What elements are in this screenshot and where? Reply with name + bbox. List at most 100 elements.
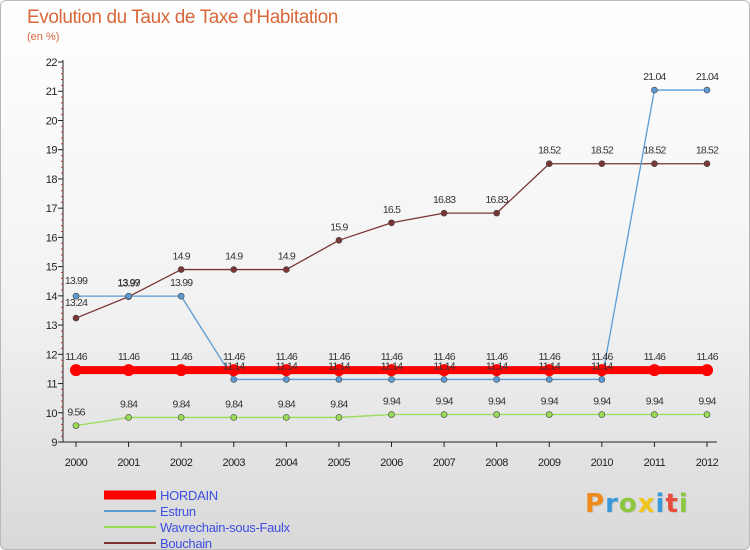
legend-item-wavrechain: Wavrechain-sous-Faulx <box>104 519 290 535</box>
data-point <box>230 266 238 273</box>
data-label: 13.99 <box>65 275 88 287</box>
y-tick-label: 9 <box>51 437 57 449</box>
logo-letter: P <box>585 489 606 519</box>
x-tick-label: 2010 <box>591 457 614 469</box>
y-tick-label: 16 <box>46 232 58 244</box>
data-point <box>72 422 80 429</box>
y-tick-label: 15 <box>46 262 58 274</box>
data-label: 13.99 <box>170 277 193 289</box>
data-label: 18.52 <box>538 145 561 157</box>
data-point <box>703 411 711 418</box>
y-tick-label: 21 <box>46 86 58 98</box>
data-label: 11.46 <box>170 351 192 363</box>
data-label: 9.84 <box>330 398 348 410</box>
data-point <box>388 219 395 227</box>
data-point <box>543 364 556 377</box>
data-point <box>335 376 343 383</box>
data-point <box>227 364 240 377</box>
logo-letter: r <box>605 489 619 519</box>
data-point <box>122 364 135 377</box>
logo-letter: x <box>637 489 656 519</box>
data-point <box>545 376 553 383</box>
data-point <box>283 266 290 273</box>
logo-letter: o <box>618 489 638 519</box>
data-label: 18.52 <box>696 145 719 157</box>
data-label: 16.5 <box>383 204 401 216</box>
data-point <box>648 364 661 377</box>
data-point <box>70 364 82 377</box>
x-tick-label: 2003 <box>223 457 246 469</box>
y-tick-label: 11 <box>47 379 58 391</box>
data-labels: 11.46 11.46 11.46 11.46 11.46 11.46 11.46 11.46… <box>65 71 720 419</box>
data-label: 11.46 <box>276 351 298 363</box>
data-point <box>651 86 658 94</box>
data-label: 11.14 <box>381 360 403 372</box>
data-point <box>598 376 606 383</box>
data-label: 9.94 <box>593 396 611 408</box>
data-point <box>335 414 343 421</box>
data-label: 9.94 <box>488 396 506 408</box>
legend-label: Bouchain <box>160 535 212 550</box>
data-point <box>283 414 290 421</box>
x-tick-label: 2012 <box>696 457 719 469</box>
data-point <box>493 376 500 383</box>
legend-swatch <box>104 510 156 512</box>
data-label: 15.9 <box>330 221 348 233</box>
logo-letter: i <box>678 489 689 519</box>
data-point <box>701 364 713 377</box>
data-point <box>545 411 553 418</box>
data-point <box>651 411 658 418</box>
y-tick-label: 10 <box>46 408 58 420</box>
data-point <box>125 292 132 300</box>
x-tick-label: 2006 <box>380 457 403 469</box>
y-tick-label: 14 <box>46 291 58 303</box>
data-label: 11.14 <box>539 360 561 372</box>
x-tick-label: 2007 <box>433 457 456 469</box>
data-point <box>175 364 188 377</box>
y-tick-label: 19 <box>46 145 58 157</box>
data-label: 11.46 <box>644 351 666 363</box>
data-point <box>280 364 293 377</box>
data-point <box>72 292 80 300</box>
legend-item-estrun: Estrun <box>104 503 290 519</box>
data-label: 13.99 <box>117 277 140 289</box>
data-label: 11.46 <box>433 351 455 363</box>
data-point <box>440 376 448 383</box>
data-label: 11.46 <box>539 351 561 363</box>
series-line-estrun <box>75 89 708 381</box>
data-point <box>177 266 185 273</box>
data-point <box>177 414 185 421</box>
data-label: 11.46 <box>591 351 613 363</box>
legend-item-bouchain: Bouchain <box>104 535 290 550</box>
data-label: 9.56 <box>67 407 85 419</box>
data-label: 16.83 <box>486 194 509 206</box>
data-label: 9.94 <box>698 396 716 408</box>
legend: HORDAIN Estrun Wavrechain-sous-Faulx Bou… <box>104 487 290 550</box>
data-label: 9.84 <box>225 398 243 410</box>
data-label: 14.9 <box>173 251 191 263</box>
series-layer <box>70 86 713 429</box>
y-tick-label: 17 <box>46 203 58 215</box>
data-label: 11.14 <box>328 360 350 372</box>
data-label: 11.14 <box>433 360 455 372</box>
data-point <box>598 160 606 168</box>
y-tick-label: 12 <box>46 349 58 361</box>
data-label: 11.46 <box>328 351 350 363</box>
data-label: 11.46 <box>65 351 87 363</box>
data-label: 11.46 <box>223 351 245 363</box>
data-point <box>177 292 185 300</box>
y-tick-label: 20 <box>46 115 58 127</box>
data-label: 13.24 <box>65 297 88 309</box>
data-point <box>703 86 711 94</box>
legend-label: Estrun <box>160 503 196 519</box>
data-label: 18.52 <box>591 145 614 157</box>
data-label: 9.84 <box>120 398 138 410</box>
data-point <box>440 209 448 217</box>
x-tick-label: 2005 <box>328 457 351 469</box>
axes: 9 10 11 12 13 14 15 16 17 18 19 20 21 22 2000 2001 2002 2… <box>46 57 719 469</box>
data-label: 13.97 <box>117 278 140 290</box>
data-point <box>388 411 395 418</box>
data-label: 9.94 <box>383 396 401 408</box>
data-point <box>72 314 80 322</box>
